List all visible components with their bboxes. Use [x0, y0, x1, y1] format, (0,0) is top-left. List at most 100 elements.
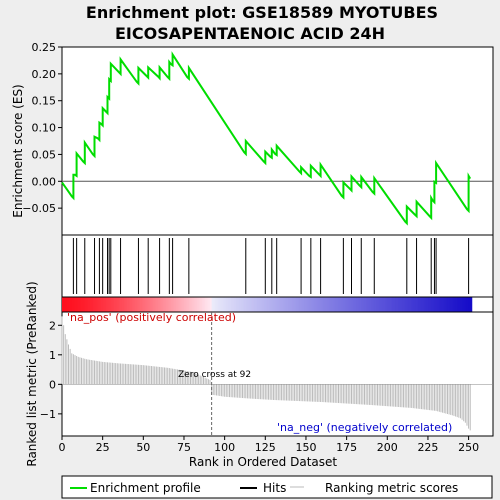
colorbar-cell — [97, 297, 100, 312]
x-axis-label: Rank in Ordered Dataset — [189, 455, 337, 469]
colorbar-cell — [96, 297, 99, 312]
colorbar-cell — [322, 297, 325, 312]
colorbar-cell — [94, 297, 97, 312]
colorbar-cell — [325, 297, 328, 312]
colorbar-cell — [410, 297, 413, 312]
colorbar-cell — [118, 297, 121, 312]
colorbar-cell — [367, 297, 370, 312]
colorbar-cell — [449, 297, 452, 312]
colorbar-cell — [216, 297, 219, 312]
colorbar-cell — [253, 297, 256, 312]
colorbar-cell — [289, 297, 292, 312]
colorbar-cell — [185, 297, 188, 312]
colorbar-cell — [416, 297, 419, 312]
colorbar-cell — [255, 297, 258, 312]
axes: −0.05 0.00 0.05 0.10 0.15 0.20 0.25 −1 0 1 2 0 25 50 7… — [22, 41, 479, 454]
colorbar-cell — [201, 297, 204, 312]
neg-correlated-label: 'na_neg' (negatively correlated) — [277, 421, 452, 434]
colorbar-cell — [247, 297, 250, 312]
colorbar-cell — [128, 297, 131, 312]
colorbar-cell — [340, 297, 343, 312]
colorbar-cell — [398, 297, 401, 312]
hit-markers — [72, 238, 470, 294]
es-y-tick-label: −0.05 — [22, 202, 56, 215]
colorbar-cell — [89, 297, 92, 312]
x-tick-label: 50 — [136, 441, 150, 454]
colorbar-cell — [423, 297, 426, 312]
colorbar-cell — [206, 297, 209, 312]
colorbar-cell — [411, 297, 414, 312]
colorbar-cell — [146, 297, 149, 312]
colorbar-cell — [375, 297, 378, 312]
colorbar-cell — [380, 297, 383, 312]
colorbar-cell — [166, 297, 169, 312]
colorbar-cell — [426, 297, 429, 312]
colorbar-cell — [153, 297, 156, 312]
colorbar-cell — [317, 297, 320, 312]
colorbar-cell — [470, 297, 473, 312]
colorbar-cell — [401, 297, 404, 312]
colorbar-cell — [182, 297, 185, 312]
colorbar-cell — [453, 297, 456, 312]
colorbar-cell — [338, 297, 341, 312]
colorbar-cell — [432, 297, 435, 312]
colorbar-cell — [463, 297, 466, 312]
colorbar-cell — [427, 297, 430, 312]
colorbar-cell — [66, 297, 69, 312]
colorbar-cell — [336, 297, 339, 312]
colorbar-cell — [305, 297, 308, 312]
colorbar-cell — [406, 297, 409, 312]
chart-title-line2: EICOSAPENTAENOIC ACID 24H — [115, 24, 385, 43]
x-tick-label: 100 — [214, 441, 235, 454]
colorbar-cell — [125, 297, 128, 312]
colorbar-cell — [188, 297, 191, 312]
colorbar-cell — [62, 297, 65, 312]
colorbar-cell — [361, 297, 364, 312]
colorbar-cell — [283, 297, 286, 312]
x-tick-label: 0 — [59, 441, 66, 454]
colorbar-cell — [117, 297, 120, 312]
colorbar-cell — [127, 297, 130, 312]
x-tick-label: 250 — [458, 441, 479, 454]
colorbar-cell — [122, 297, 125, 312]
es-y-tick-label: 0.20 — [32, 68, 57, 81]
colorbar-cell — [304, 297, 307, 312]
colorbar-cell — [258, 297, 261, 312]
colorbar-cell — [104, 297, 107, 312]
colorbar-cell — [169, 297, 172, 312]
colorbar-cell — [309, 297, 312, 312]
colorbar-cell — [351, 297, 354, 312]
colorbar-cell — [234, 297, 237, 312]
colorbar-cell — [408, 297, 411, 312]
colorbar-cell — [227, 297, 230, 312]
colorbar-cell — [63, 297, 66, 312]
es-y-tick-label: 0.25 — [32, 41, 57, 54]
colorbar-cell — [250, 297, 253, 312]
colorbar-cell — [179, 297, 182, 312]
colorbar-cell — [70, 297, 73, 312]
colorbar-cell — [231, 297, 234, 312]
colorbar-cell — [187, 297, 190, 312]
colorbar-cell — [143, 297, 146, 312]
colorbar-cell — [362, 297, 365, 312]
colorbar-cell — [392, 297, 395, 312]
x-tick-label: 150 — [295, 441, 316, 454]
colorbar-cell — [193, 297, 196, 312]
x-tick-label: 225 — [417, 441, 438, 454]
legend-es-label: Enrichment profile — [90, 481, 201, 495]
colorbar-cell — [177, 297, 180, 312]
colorbar-cell — [440, 297, 443, 312]
colorbar-cell — [180, 297, 183, 312]
colorbar-cell — [384, 297, 387, 312]
colorbar-cell — [450, 297, 453, 312]
colorbar-cell — [395, 297, 398, 312]
colorbar-cell — [167, 297, 170, 312]
colorbar-cell — [265, 297, 268, 312]
colorbar-cell — [279, 297, 282, 312]
colorbar-cell — [299, 297, 302, 312]
colorbar-cell — [219, 297, 222, 312]
colorbar-cell — [232, 297, 235, 312]
colorbar-cell — [400, 297, 403, 312]
colorbar-cell — [445, 297, 448, 312]
x-tick-label: 125 — [255, 441, 276, 454]
